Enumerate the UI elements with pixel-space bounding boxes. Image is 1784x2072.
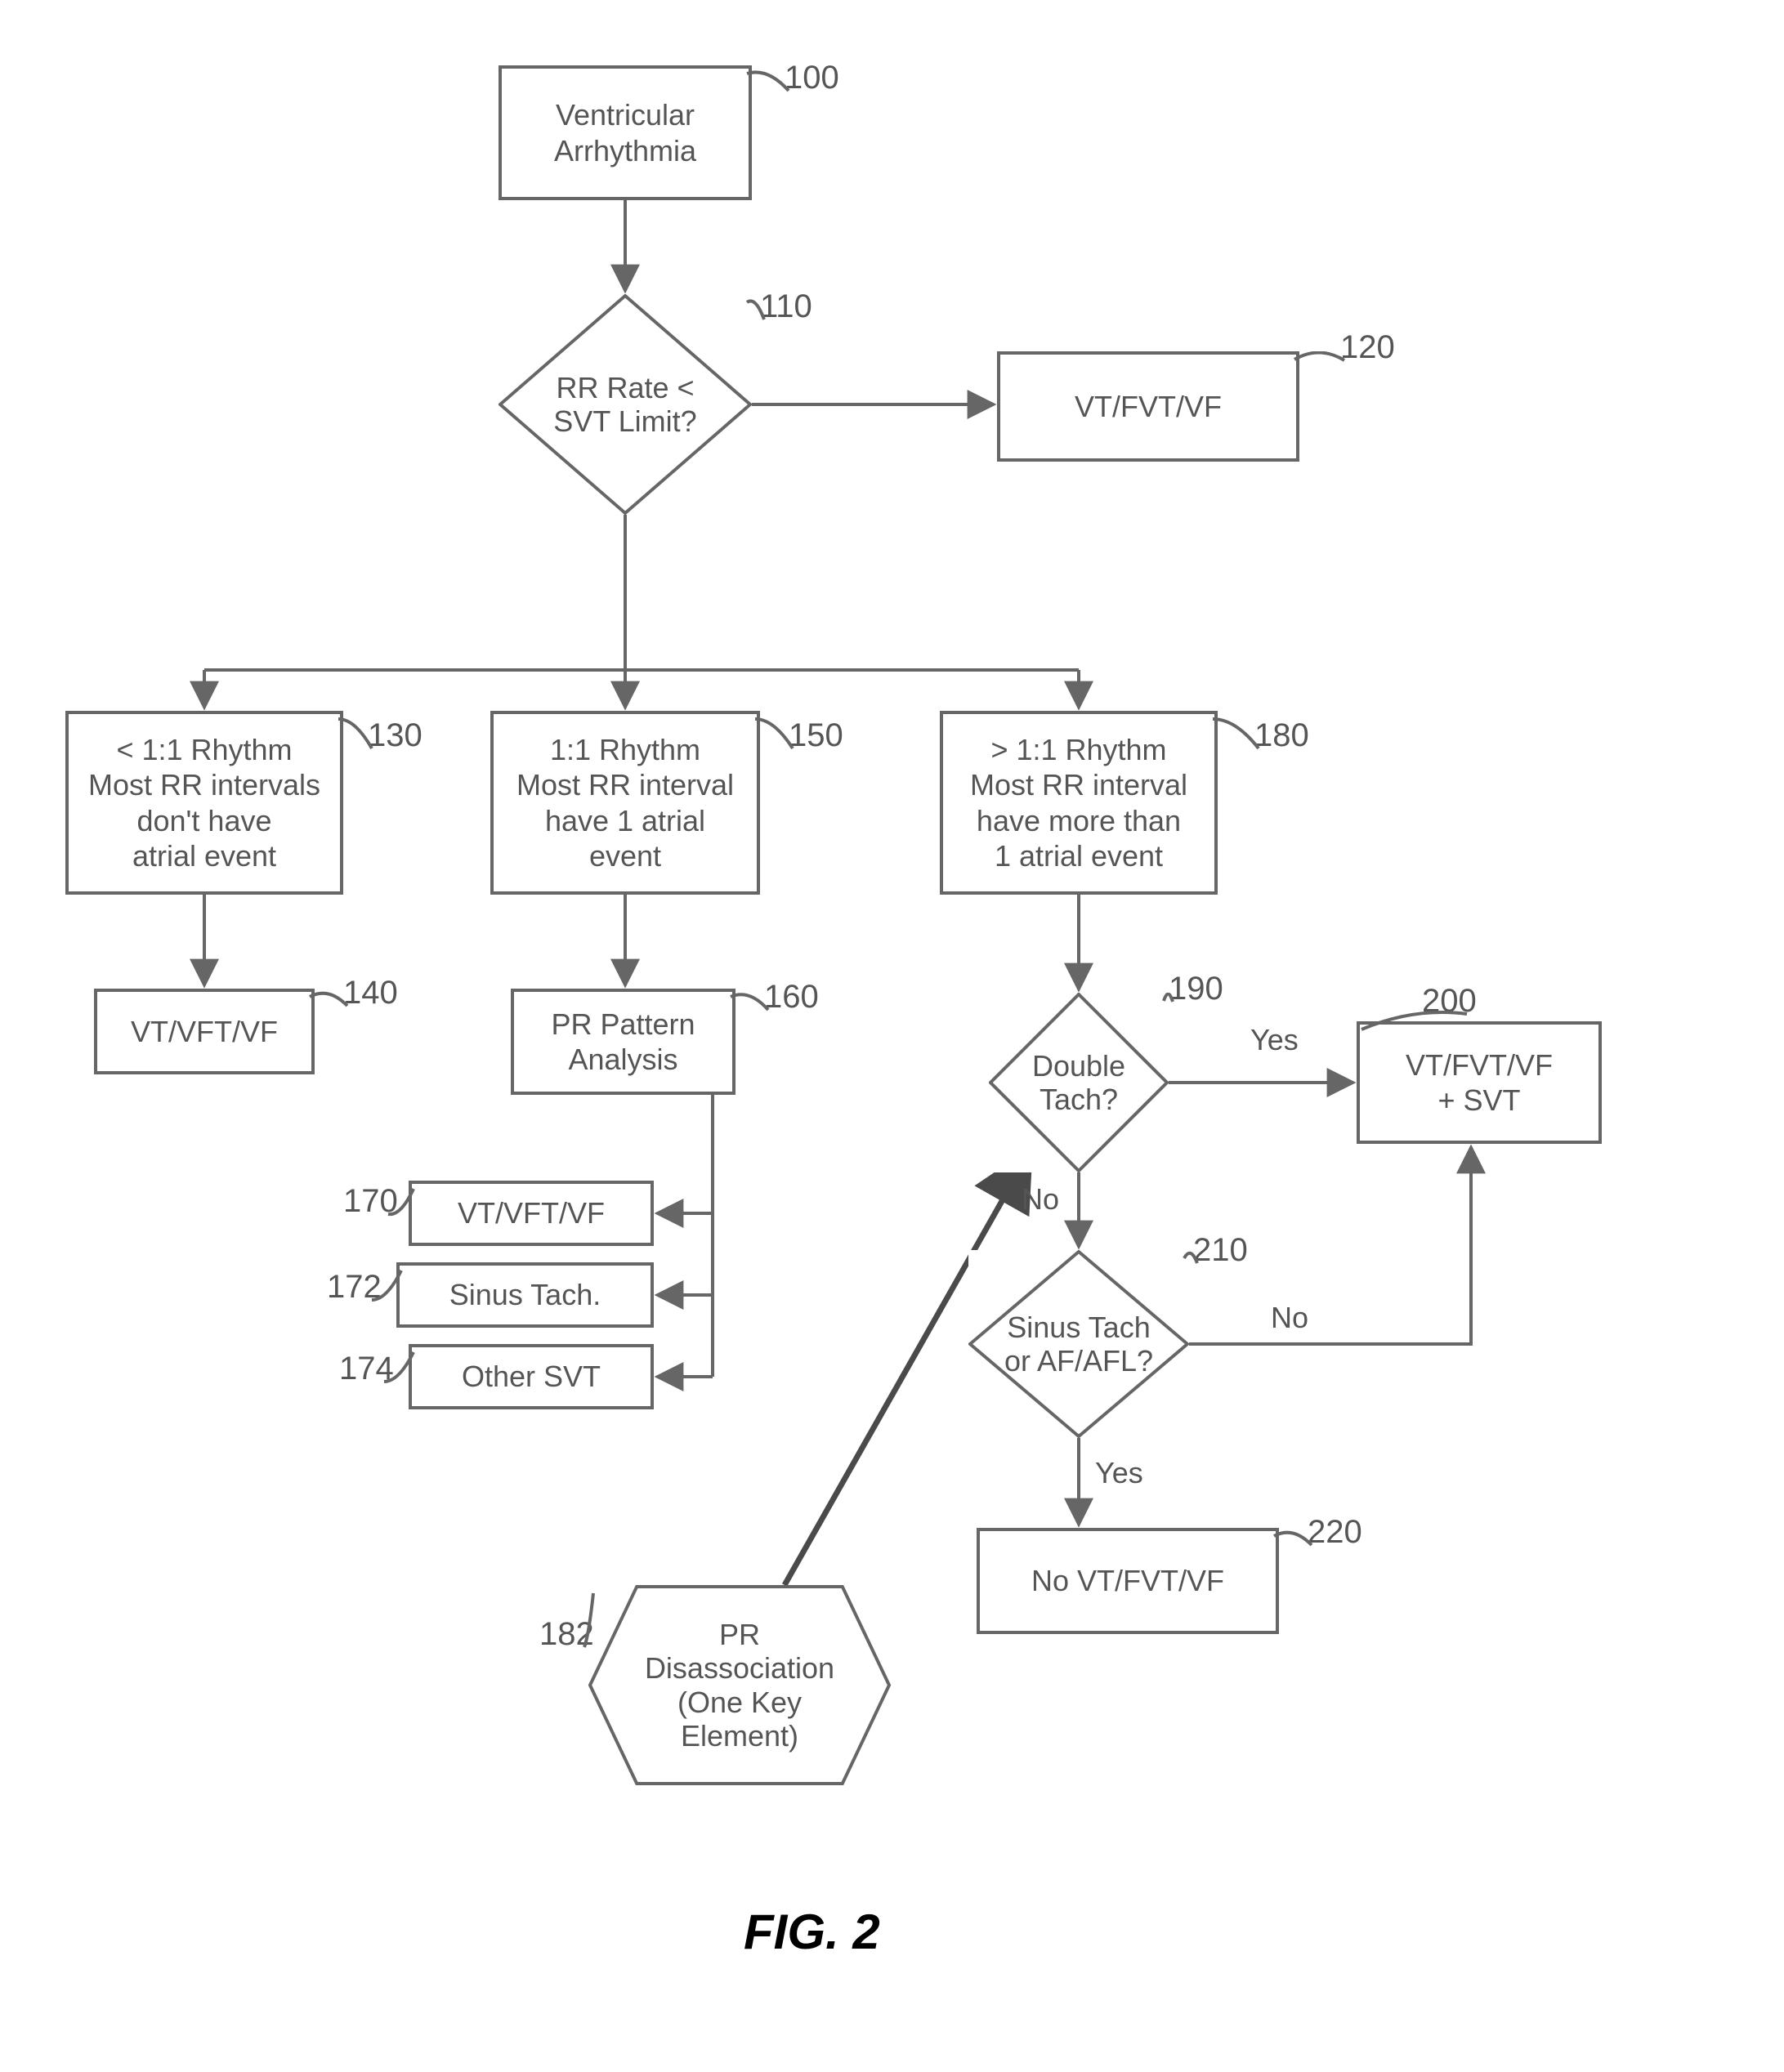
edge-label-sinus_no: No [1271,1303,1308,1333]
node-n200: VT/FVT/VF+ SVT [1357,1021,1602,1144]
node-n170: VT/VFT/VF [409,1181,654,1246]
figure-caption: FIG. 2 [744,1904,880,1960]
node-n140: VT/VFT/VF [94,989,315,1074]
ref-label-160: 160 [764,980,819,1013]
ref-label-172: 172 [327,1270,382,1303]
node-n110: RR Rate <SVT Limit? [499,294,752,515]
ref-label-120: 120 [1340,331,1395,364]
node-n190: DoubleTach? [989,993,1169,1172]
node-n172: Sinus Tach. [396,1262,654,1328]
node-n182: PRDisassociation(One KeyElement) [588,1585,891,1785]
ref-label-200: 200 [1422,985,1477,1017]
ref-label-182: 182 [539,1618,594,1650]
ref-label-100: 100 [785,61,839,94]
node-n180: > 1:1 RhythmMost RR intervalhave more th… [940,711,1218,895]
ref-label-130: 130 [368,719,423,752]
ref-label-210: 210 [1193,1234,1248,1266]
ref-label-140: 140 [343,976,398,1009]
node-n210: Sinus Tachor AF/AFL? [968,1250,1189,1438]
ref-label-180: 180 [1254,719,1309,752]
ref-label-174: 174 [339,1352,394,1385]
node-n150: 1:1 RhythmMost RR intervalhave 1 atriale… [490,711,760,895]
node-n160: PR PatternAnalysis [511,989,736,1095]
ref-label-150: 150 [789,719,843,752]
edge-label-sinus_yes: Yes [1095,1458,1143,1488]
ref-label-110: 110 [760,290,812,323]
ref-label-170: 170 [343,1185,398,1217]
ref-label-190: 190 [1169,972,1223,1005]
node-n130: < 1:1 RhythmMost RR intervalsdon't havea… [65,711,343,895]
flowchart-canvas: VentricularArrhythmia 100 RR Rate <SVT Lim… [0,0,1784,2072]
ref-label-220: 220 [1308,1516,1362,1548]
node-n120: VT/FVT/VF [997,351,1299,462]
node-n100: VentricularArrhythmia [499,65,752,200]
node-n220: No VT/FVT/VF [977,1528,1279,1634]
node-n174: Other SVT [409,1344,654,1409]
edge-label-double_tach_no: No [1022,1185,1059,1214]
edge-label-double_tach_yes: Yes [1250,1025,1299,1055]
